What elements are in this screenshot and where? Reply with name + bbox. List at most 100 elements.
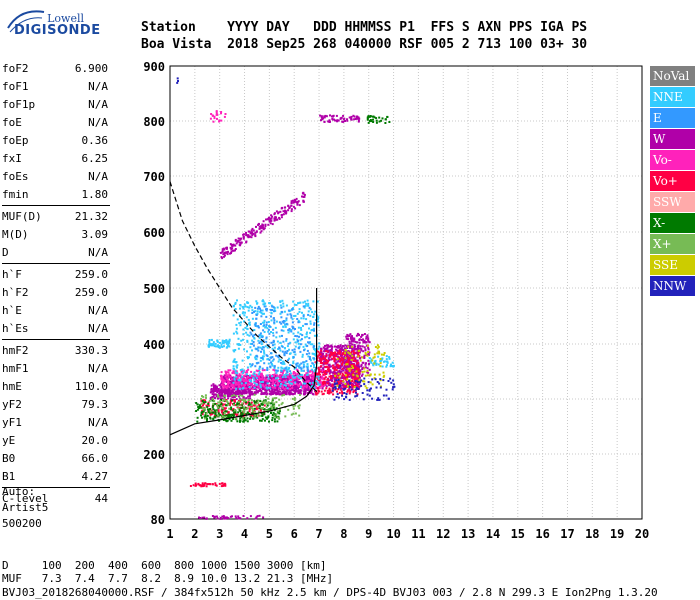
data-point xyxy=(331,357,334,360)
data-point xyxy=(264,381,267,383)
data-point xyxy=(298,376,300,379)
parameter-separator xyxy=(2,487,110,488)
data-point xyxy=(355,341,358,344)
data-point xyxy=(212,390,214,393)
data-point xyxy=(228,383,231,386)
parameter-row: foE N/A xyxy=(2,114,108,132)
x-tick-label: 15 xyxy=(511,527,525,541)
data-point xyxy=(272,368,275,371)
data-point xyxy=(308,327,310,330)
data-point xyxy=(357,332,359,335)
data-point xyxy=(250,380,253,383)
data-point xyxy=(313,327,316,330)
data-point xyxy=(350,386,353,389)
data-point xyxy=(323,371,325,374)
data-point xyxy=(243,387,246,390)
data-point xyxy=(265,309,268,312)
data-point xyxy=(351,364,354,367)
data-point xyxy=(226,401,229,404)
data-point xyxy=(313,334,316,337)
data-point xyxy=(326,378,329,381)
parameter-label: foEp xyxy=(2,134,29,147)
data-point xyxy=(324,366,327,369)
data-point xyxy=(220,485,223,488)
data-point xyxy=(243,411,246,414)
data-point xyxy=(259,311,262,313)
data-point xyxy=(318,359,321,362)
data-point xyxy=(264,223,267,226)
data-point xyxy=(350,118,353,121)
data-point xyxy=(214,397,217,399)
data-point xyxy=(286,371,289,373)
data-point xyxy=(257,349,260,352)
data-point xyxy=(195,410,198,412)
logo-swoosh-icon xyxy=(7,10,45,33)
data-point xyxy=(320,356,323,359)
data-point xyxy=(251,342,254,345)
data-point xyxy=(342,388,345,391)
data-point xyxy=(292,332,295,335)
data-point xyxy=(383,374,386,377)
parameter-separator xyxy=(2,205,110,206)
data-point xyxy=(293,398,296,401)
data-point xyxy=(339,388,342,391)
data-point xyxy=(231,245,234,248)
data-point xyxy=(321,387,324,390)
data-point xyxy=(294,366,297,369)
data-point xyxy=(292,356,295,359)
data-point xyxy=(295,201,298,204)
data-point xyxy=(201,483,204,486)
data-point xyxy=(223,345,225,348)
data-point xyxy=(276,388,279,391)
data-point xyxy=(220,409,223,412)
x-tick-label: 3 xyxy=(216,527,223,541)
data-point xyxy=(391,361,394,364)
data-point xyxy=(349,390,352,393)
data-point xyxy=(281,376,284,379)
data-point xyxy=(309,320,312,323)
data-point xyxy=(247,403,250,406)
data-point xyxy=(225,379,228,381)
data-point xyxy=(204,401,207,404)
data-point xyxy=(324,370,327,372)
data-point xyxy=(294,314,297,317)
data-point xyxy=(379,378,382,381)
data-point xyxy=(290,385,293,388)
data-point xyxy=(223,414,226,417)
data-point xyxy=(318,379,321,382)
data-point xyxy=(260,419,263,422)
data-point xyxy=(219,405,222,407)
x-tick-label: 8 xyxy=(340,527,347,541)
data-point xyxy=(259,400,262,403)
data-point xyxy=(292,338,295,341)
data-point xyxy=(254,374,257,377)
data-point xyxy=(300,338,303,341)
data-point xyxy=(268,387,271,390)
data-point xyxy=(267,328,270,331)
data-point xyxy=(194,484,197,487)
data-point xyxy=(239,237,242,240)
data-point xyxy=(311,368,314,371)
data-point xyxy=(275,320,278,323)
parameter-value: 330.3 xyxy=(74,344,108,357)
data-point xyxy=(243,385,246,388)
data-point xyxy=(275,379,278,382)
data-point xyxy=(315,393,318,396)
data-point xyxy=(245,387,248,390)
data-point xyxy=(251,374,254,377)
data-point xyxy=(308,356,311,358)
data-point xyxy=(290,330,293,333)
parameter-value: 110.0 xyxy=(74,380,108,393)
data-point xyxy=(273,365,276,368)
data-point xyxy=(242,415,245,418)
data-point xyxy=(253,416,256,419)
x-tick-label: 1 xyxy=(166,527,173,541)
data-point xyxy=(227,343,230,346)
data-point xyxy=(251,412,254,415)
data-point xyxy=(262,329,265,332)
data-point xyxy=(258,405,261,407)
data-point xyxy=(223,403,226,406)
data-point xyxy=(223,482,226,485)
data-point xyxy=(262,355,265,358)
data-point xyxy=(259,231,262,234)
